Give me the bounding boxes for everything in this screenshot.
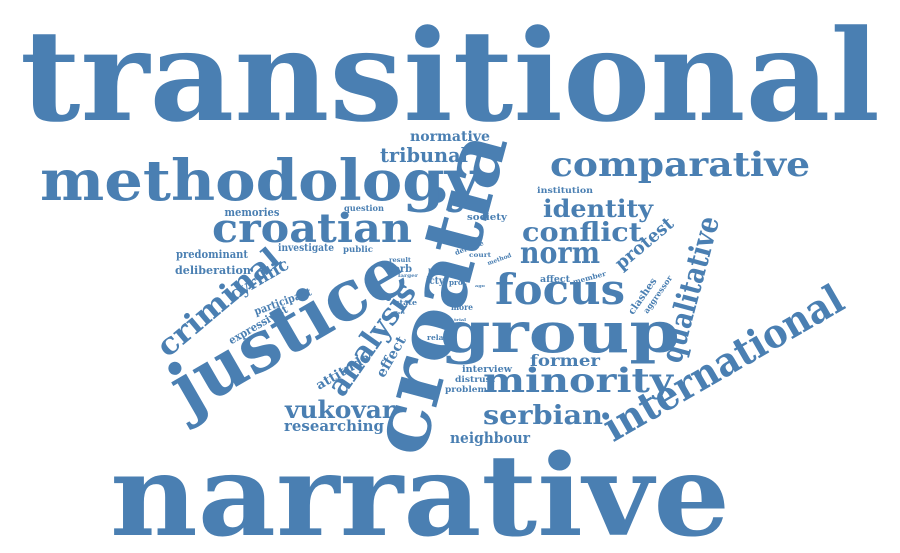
word-effort: effort (391, 310, 405, 315)
word-affect: affect (540, 275, 571, 285)
word-deliberation: deliberation (175, 264, 251, 277)
word-icty: icty (426, 276, 445, 287)
word-institution: institution (537, 185, 593, 195)
word-ago: ago (475, 283, 485, 288)
word-question: question (344, 203, 384, 213)
word-predominant: predominant (176, 248, 249, 261)
word-public: public (343, 244, 373, 254)
word-proc: proc (449, 278, 467, 287)
word-serbian: serbian (483, 401, 603, 431)
word-neighbour: neighbour (450, 429, 531, 447)
word-state: state (395, 298, 418, 307)
word-trial: trial (454, 317, 467, 322)
word-normative: normative (410, 129, 490, 145)
word-serb: serb (388, 264, 412, 275)
word-interview: interview (462, 365, 512, 375)
word-comparative: comparative (550, 145, 810, 185)
word-former: former (530, 351, 601, 370)
word-minority: minority (483, 361, 674, 401)
word-society: society (467, 213, 508, 223)
word-methodology: methodology (40, 148, 482, 214)
word-post: post (428, 267, 446, 274)
word-vukovar: vukovar (284, 395, 395, 424)
word-investigate: investigate (278, 243, 334, 254)
word-court: court (469, 252, 491, 259)
word-memories: memories (225, 206, 280, 219)
word-focus: focus (495, 265, 625, 314)
word-tribunal: tribunal (380, 143, 468, 167)
word-croatian: croatian (212, 205, 412, 252)
word-group: group (440, 300, 680, 366)
word-distrust: distrust (455, 374, 495, 384)
word-conflict: conflict (522, 218, 642, 248)
word-transitional: transitional (20, 2, 880, 150)
word-norm: norm (520, 236, 600, 271)
word-result: result (389, 257, 411, 264)
word-more: more (451, 302, 473, 312)
word-narrative: narrative (110, 431, 730, 553)
word-identity: identity (543, 194, 654, 223)
word-researching: researching (284, 417, 384, 435)
word-related: related (427, 333, 457, 342)
word-problem: problem (445, 384, 488, 394)
word-larger: larger (398, 273, 418, 279)
